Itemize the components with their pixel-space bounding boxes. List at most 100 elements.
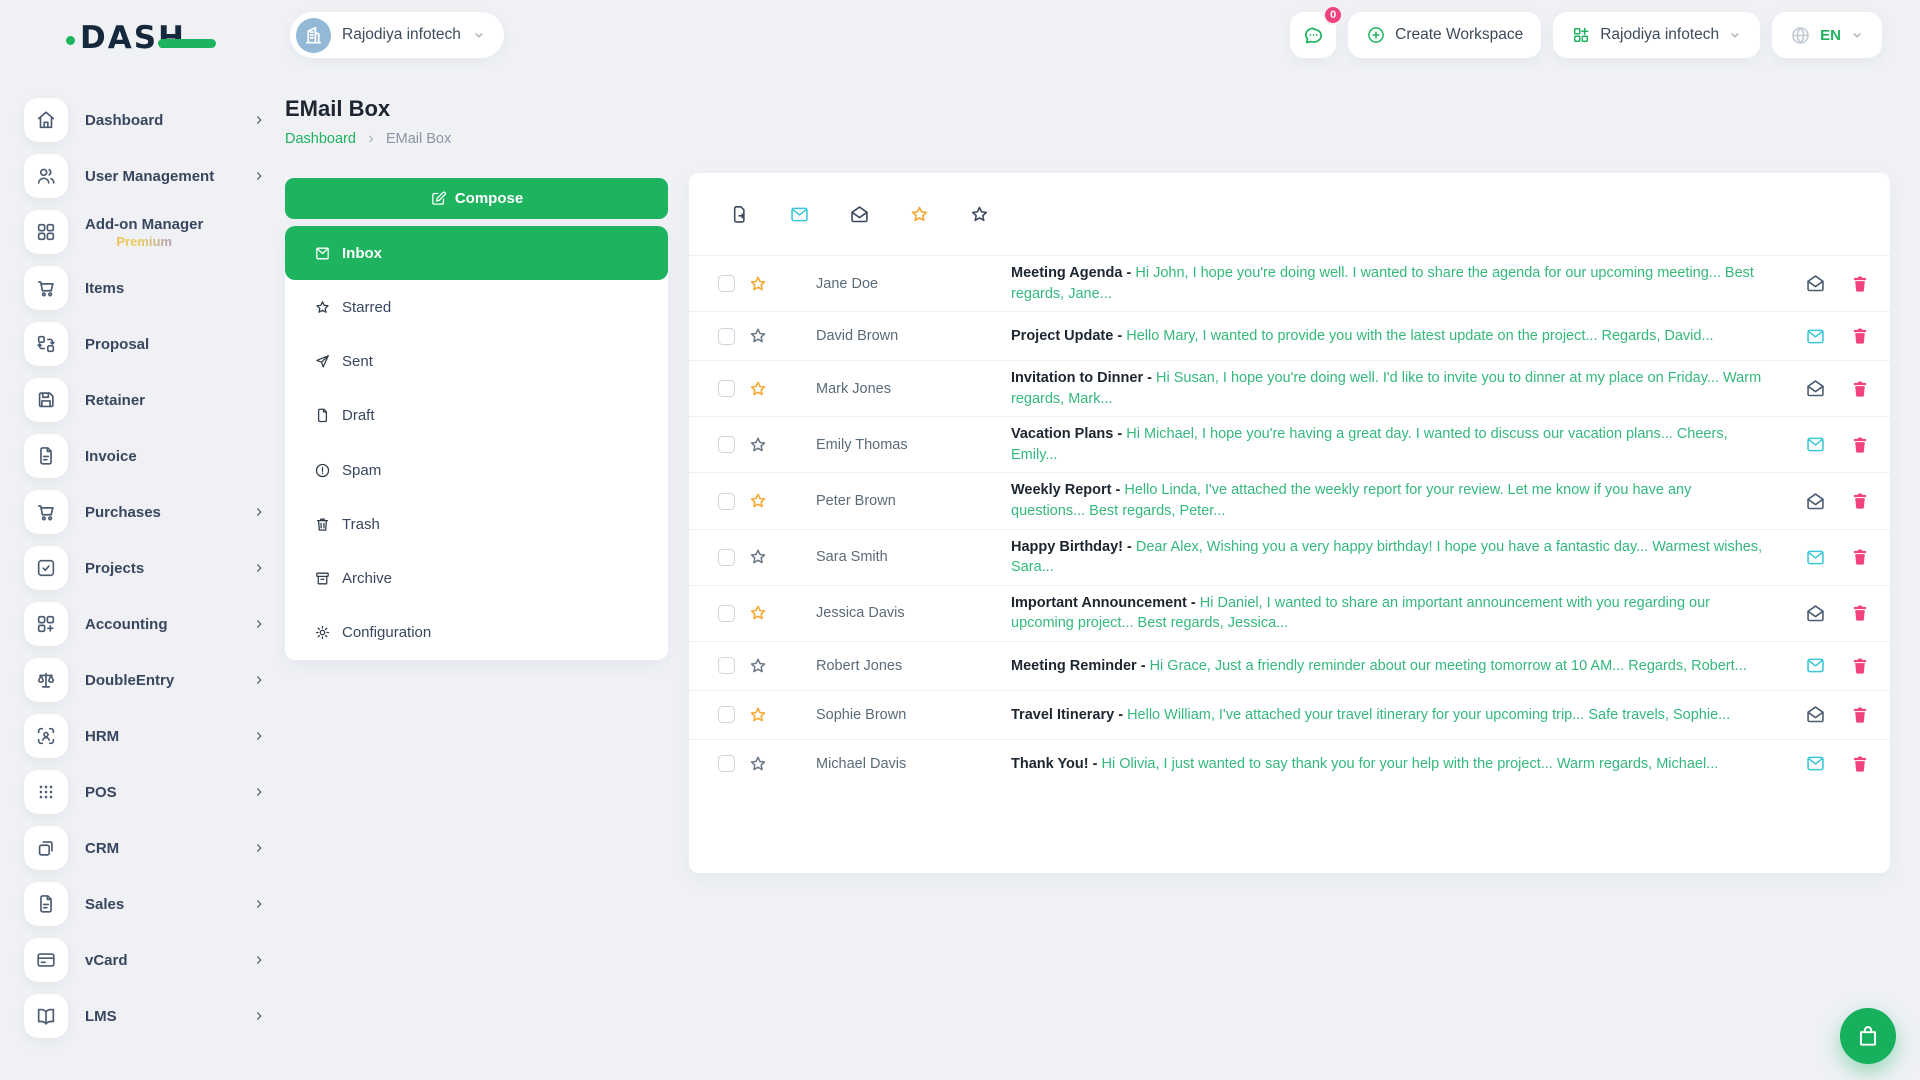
email-checkbox[interactable] <box>718 436 735 454</box>
email-row[interactable]: Mark Jones Invitation to Dinner - Hi Sus… <box>689 360 1890 416</box>
email-row[interactable]: David Brown Project Update - Hello Mary,… <box>689 311 1890 360</box>
email-subject: Vacation Plans - <box>1011 426 1127 443</box>
starred-filter-icon[interactable] <box>909 204 930 225</box>
delete-icon[interactable] <box>1850 656 1870 676</box>
sidebar-item[interactable]: Proposal <box>24 316 276 372</box>
star-toggle-icon[interactable] <box>748 603 768 623</box>
email-checkbox[interactable] <box>718 492 735 510</box>
delete-icon[interactable] <box>1850 435 1870 455</box>
email-checkbox[interactable] <box>718 706 735 724</box>
delete-icon[interactable] <box>1850 274 1870 294</box>
star-icon <box>314 299 331 316</box>
sidebar-item[interactable]: Items <box>24 260 276 316</box>
star-toggle-icon[interactable] <box>748 656 768 676</box>
email-row[interactable]: Michael Davis Thank You! - Hi Olivia, I … <box>689 738 1890 788</box>
mail-state-icon[interactable] <box>1805 491 1826 512</box>
email-row[interactable]: Sara Smith Happy Birthday! - Dear Alex, … <box>689 528 1890 585</box>
email-row[interactable]: Robert Jones Meeting Reminder - Hi Grace… <box>689 640 1890 690</box>
mail-state-icon[interactable] <box>1805 378 1826 399</box>
email-row[interactable]: Sophie Brown Travel Itinerary - Hello Wi… <box>689 689 1890 739</box>
email-checkbox[interactable] <box>718 275 735 293</box>
account-selector[interactable]: Rajodiya infotech <box>1553 12 1761 58</box>
email-checkbox[interactable] <box>718 755 735 773</box>
star-toggle-icon[interactable] <box>748 379 768 399</box>
sidebar-item[interactable]: Retainer <box>24 372 276 428</box>
mail-folder-item[interactable]: Trash <box>285 497 668 551</box>
mail-folder-item[interactable]: Inbox <box>285 226 668 281</box>
mail-state-icon[interactable] <box>1805 655 1826 676</box>
mail-folder-item[interactable]: Configuration <box>285 606 668 660</box>
email-row[interactable]: Emily Thomas Vacation Plans - Hi Michael… <box>689 416 1890 472</box>
compose-button[interactable]: Compose <box>285 178 668 219</box>
email-row[interactable]: Jessica Davis Important Announcement - H… <box>689 584 1890 641</box>
book-icon <box>24 994 68 1038</box>
folder-label: Inbox <box>342 244 382 262</box>
delete-icon[interactable] <box>1850 705 1870 725</box>
mail-folder-item[interactable]: Spam <box>285 443 668 497</box>
sidebar-item[interactable]: vCard <box>24 932 276 988</box>
brand-logo[interactable]: DASH <box>66 20 216 56</box>
email-checkbox[interactable] <box>718 604 735 622</box>
star-toggle-icon[interactable] <box>748 754 768 774</box>
create-workspace-button[interactable]: Create Workspace <box>1348 12 1542 58</box>
mail-state-icon[interactable] <box>1805 753 1826 774</box>
email-checkbox[interactable] <box>718 380 735 398</box>
sidebar-item[interactable]: User Management <box>24 148 276 204</box>
email-checkbox[interactable] <box>718 657 735 675</box>
sidebar-item[interactable]: Sales <box>24 876 276 932</box>
email-sender: Jessica Davis <box>816 605 905 622</box>
sidebar-item[interactable]: CRM <box>24 820 276 876</box>
new-draft-icon[interactable] <box>729 204 750 225</box>
email-subject: Thank You! - <box>1011 755 1102 772</box>
unstarred-filter-icon[interactable] <box>969 204 990 225</box>
star-toggle-icon[interactable] <box>748 547 768 567</box>
sidebar-item[interactable]: Invoice <box>24 428 276 484</box>
sidebar-item[interactable]: Projects <box>24 540 276 596</box>
star-toggle-icon[interactable] <box>748 491 768 511</box>
mail-folder-item[interactable]: Sent <box>285 335 668 389</box>
mail-state-icon[interactable] <box>1805 326 1826 347</box>
sidebar-item[interactable]: HRM <box>24 708 276 764</box>
mail-state-icon[interactable] <box>1805 547 1826 568</box>
email-sender: Sara Smith <box>816 549 888 566</box>
unread-mail-icon[interactable] <box>789 204 810 225</box>
messages-button[interactable]: 0 <box>1290 5 1344 58</box>
email-row[interactable]: Jane Doe Meeting Agenda - Hi John, I hop… <box>689 255 1890 311</box>
delete-icon[interactable] <box>1850 491 1870 511</box>
sidebar-item[interactable]: Dashboard <box>24 92 276 148</box>
sidebar-item[interactable]: DoubleEntry <box>24 652 276 708</box>
mail-state-icon[interactable] <box>1805 704 1826 725</box>
star-toggle-icon[interactable] <box>748 435 768 455</box>
mail-state-icon[interactable] <box>1805 273 1826 294</box>
delete-icon[interactable] <box>1850 603 1870 623</box>
delete-icon[interactable] <box>1850 754 1870 774</box>
workspace-selector[interactable]: Rajodiya infotech <box>290 12 504 58</box>
sidebar-item[interactable]: Add-on Manager Premium <box>24 204 276 260</box>
read-mail-icon[interactable] <box>849 204 870 225</box>
email-checkbox[interactable] <box>718 548 735 566</box>
mail-folder-item[interactable]: Draft <box>285 389 668 443</box>
scales-icon <box>24 658 68 702</box>
delete-icon[interactable] <box>1850 326 1870 346</box>
star-toggle-icon[interactable] <box>748 274 768 294</box>
sidebar-item[interactable]: Accounting <box>24 596 276 652</box>
delete-icon[interactable] <box>1850 547 1870 567</box>
mail-folder-item[interactable]: Archive <box>285 552 668 606</box>
language-selector[interactable]: EN <box>1772 12 1882 58</box>
sidebar-item[interactable]: POS <box>24 764 276 820</box>
messages-badge: 0 <box>1323 5 1344 25</box>
mail-folder-item[interactable]: Starred <box>285 280 668 334</box>
store-fab-button[interactable] <box>1840 1008 1896 1064</box>
delete-icon[interactable] <box>1850 379 1870 399</box>
email-checkbox[interactable] <box>718 327 735 345</box>
chevron-right-icon <box>252 841 266 855</box>
sidebar-item[interactable]: Purchases <box>24 484 276 540</box>
mail-state-icon[interactable] <box>1805 603 1826 624</box>
email-row[interactable]: Peter Brown Weekly Report - Hello Linda,… <box>689 472 1890 528</box>
star-toggle-icon[interactable] <box>748 705 768 725</box>
sidebar-item[interactable]: LMS <box>24 988 276 1044</box>
mail-toolbar <box>689 173 1890 255</box>
mail-state-icon[interactable] <box>1805 434 1826 455</box>
star-toggle-icon[interactable] <box>748 326 768 346</box>
breadcrumb-dashboard-link[interactable]: Dashboard <box>285 131 356 147</box>
